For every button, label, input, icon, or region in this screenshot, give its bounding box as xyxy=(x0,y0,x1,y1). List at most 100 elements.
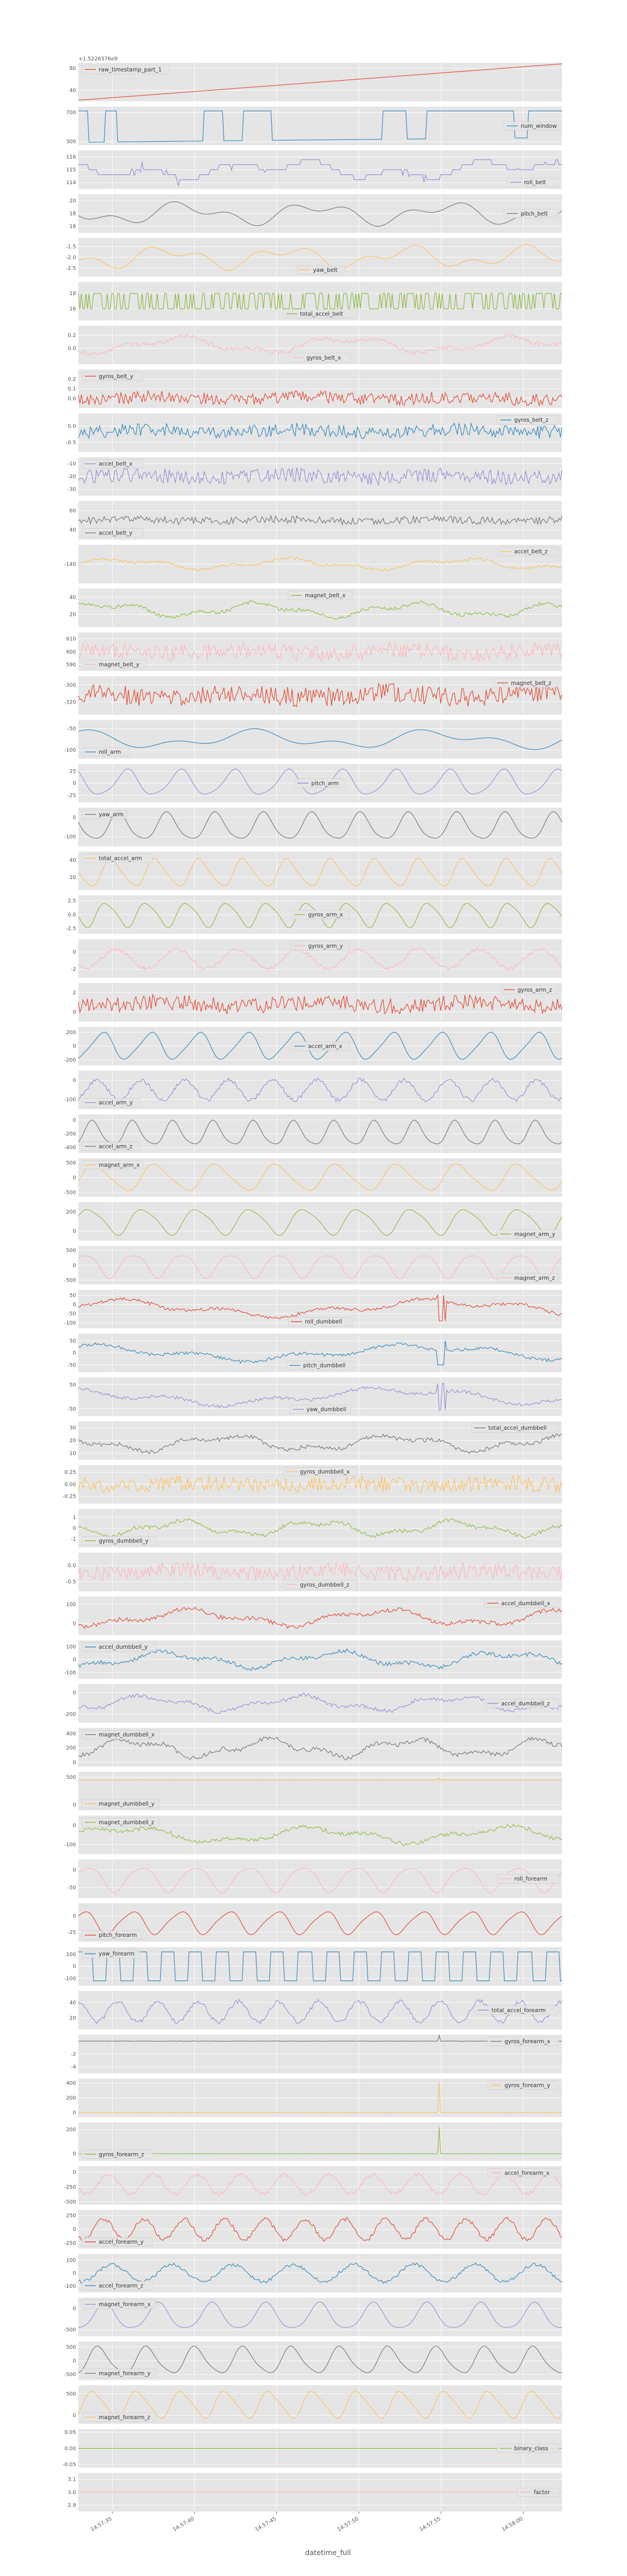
legend-total_accel_forearm: total_accel_forearm xyxy=(474,2005,559,2015)
legend-label: gyros_dumbbell_z xyxy=(300,1582,349,1588)
subplot-pitch_arm: 25 0 -25 pitch_arm xyxy=(67,763,563,803)
legend-box xyxy=(81,528,143,538)
series-line-accel_dumbbell_y xyxy=(78,1648,563,1671)
subplot-binary_class: 0.05 0.00 -0.05 binary_class xyxy=(63,2429,562,2468)
y-tick-label: -2 xyxy=(71,2052,76,2058)
series-line-gyros_dumbbell_z xyxy=(78,1562,563,1583)
series-line-total_accel_belt xyxy=(78,293,562,310)
y-tick-label: 2 xyxy=(73,991,76,996)
legend-label: magnet_arm_z xyxy=(514,1275,555,1282)
legend-box xyxy=(517,2487,559,2497)
legend-label: gyros_arm_z xyxy=(517,987,552,993)
legend-label: yaw_dumbbell xyxy=(307,1407,346,1413)
subplot-total_accel_arm: 40 20 total_accel_arm xyxy=(70,851,563,891)
legend-pitch_forearm: pitch_forearm xyxy=(81,1931,147,1940)
legend-box xyxy=(487,2168,559,2177)
legend-label: accel_forearm_x xyxy=(505,2170,550,2176)
y-tick-label: 0.00 xyxy=(64,1482,76,1488)
subplot-pitch_forearm: 0 -25 pitch_forearm xyxy=(67,1903,563,1942)
y-tick-label: -400 xyxy=(64,1145,77,1151)
subplot-magnet_forearm_z: 500 0 magnet_forearm_z xyxy=(66,2385,563,2424)
y-tick-label: 0 xyxy=(73,1078,76,1084)
y-tick-label: 0 xyxy=(73,1868,76,1874)
plot-area-magnet_arm_y xyxy=(78,1202,562,1241)
subplot-accel_dumbbell_y: 100 0 -100 accel_dumbbell_y xyxy=(64,1640,563,1679)
y-tick-label: 0 xyxy=(73,1621,76,1627)
legend-accel_dumbbell_z: accel_dumbbell_z xyxy=(484,1699,559,1708)
legend-pitch_arm: pitch_arm xyxy=(294,778,346,788)
y-tick-label: 0 xyxy=(73,1760,76,1766)
legend-label: magnet_belt_z xyxy=(511,680,551,687)
legend-box xyxy=(497,1273,559,1283)
y-tick-label: 300 xyxy=(66,139,76,145)
y-tick-label: 40 xyxy=(70,88,77,94)
legend-label: accel_belt_z xyxy=(514,549,547,555)
legend-label: pitch_arm xyxy=(311,780,338,787)
y-tick-label: 114 xyxy=(66,180,76,186)
legend-magnet_dumbbell_y: magnet_dumbbell_y xyxy=(81,1799,160,1809)
y-tick-label: 0.0 xyxy=(68,424,77,430)
y-tick-label: 500 xyxy=(66,1248,76,1254)
subplot-gyros_forearm_y: 400 200 0 gyros_forearm_y xyxy=(66,2078,563,2118)
y-tick-label: -50 xyxy=(67,1311,76,1317)
y-tick-label: -25 xyxy=(67,1930,76,1936)
y-tick-label: -0.5 xyxy=(66,1579,76,1585)
legend-box xyxy=(487,2080,559,2090)
legend-label: magnet_dumbbell_y xyxy=(99,1801,155,1807)
y-tick-label: 0.25 xyxy=(64,1470,76,1476)
y-tick-label: 0.0 xyxy=(68,396,77,402)
subplot-gyros_arm_z: 2 0 gyros_arm_z xyxy=(73,983,563,1022)
subplot-total_accel_dumbbell: 30 20 10 total_accel_dumbbell xyxy=(70,1421,563,1460)
legend-box xyxy=(81,2150,153,2159)
y-tick-label: 40 xyxy=(70,858,77,863)
legend-roll_forearm: roll_forearm xyxy=(497,1874,559,1883)
y-tick-label: 25 xyxy=(70,769,76,774)
legend-box xyxy=(294,778,346,788)
y-tick-label: -50 xyxy=(67,726,76,732)
subplot-pitch_dumbbell: 50 0 -50 pitch_dumbbell xyxy=(67,1333,562,1372)
y-tick-label: 400 xyxy=(66,1731,76,1737)
subplot-roll_dumbbell: 50 0 -50 -100 roll_dumbbell xyxy=(64,1290,563,1329)
subplot-yaw_dumbbell: 50 -50 yaw_dumbbell xyxy=(67,1377,563,1416)
y-tick-label: -0.05 xyxy=(63,2462,76,2468)
legend-box xyxy=(287,590,353,600)
y-tick-label: -1 xyxy=(71,1537,76,1542)
y-tick-label: -300 xyxy=(64,683,77,688)
legend-box xyxy=(81,1097,140,1107)
subplot-accel_dumbbell_z: 0 -200 accel_dumbbell_z xyxy=(64,1684,563,1723)
series-line-magnet_dumbbell_x xyxy=(78,1736,563,1760)
subplot-yaw_forearm: 100 0 -100 yaw_forearm xyxy=(64,1947,562,1986)
subplot-accel_forearm_z: 100 0 -100 accel_forearm_z xyxy=(64,2254,563,2292)
plot-area-num_window xyxy=(78,106,562,145)
y-tick-label: 0 xyxy=(73,1803,76,1809)
legend-label: total_accel_belt xyxy=(300,311,343,317)
legend-box xyxy=(291,1041,349,1051)
series-line-gyros_belt_x xyxy=(78,333,563,356)
legend-box xyxy=(81,1642,156,1652)
subplot-accel_arm_z: 0 -200 -400 accel_arm_z xyxy=(64,1114,563,1153)
legend-label: gyros_arm_y xyxy=(308,943,343,949)
y-tick-label: -0.25 xyxy=(63,1494,76,1500)
legend-box xyxy=(81,2369,156,2378)
plot-area-pitch_forearm xyxy=(78,1903,562,1942)
subplot-gyros_dumbbell_y: 1 0 -1 gyros_dumbbell_y xyxy=(71,1509,563,1548)
series-line-roll_forearm xyxy=(78,1868,563,1893)
legend-label: pitch_dumbbell xyxy=(303,1363,345,1369)
legend-label: pitch_belt xyxy=(521,211,548,217)
subplot-raw_timestamp_part_1: 80 40 raw_timestamp_part_1 xyxy=(70,63,563,102)
y-tick-label: 100 xyxy=(66,1602,76,1608)
y-tick-label: -4 xyxy=(71,2065,76,2071)
subplot-pitch_belt: 20 18 16 pitch_belt xyxy=(70,194,563,233)
subplot-total_accel_forearm: 40 20 total_accel_forearm xyxy=(70,1990,563,2030)
legend-gyros_belt_x: gyros_belt_x xyxy=(289,353,351,363)
subplot-factor: 3.1 3.0 2.9 factor xyxy=(68,2473,562,2512)
y-tick-label: -50 xyxy=(67,1885,76,1891)
legend-label: magnet_forearm_y xyxy=(99,2371,151,2377)
legend-label: total_accel_arm xyxy=(99,856,142,862)
y-tick-label: -2 xyxy=(71,967,76,973)
legend-box xyxy=(81,659,147,669)
subplot-roll_arm: -50 -100 roll_arm xyxy=(64,720,563,759)
y-tick-label: 3.1 xyxy=(68,2477,76,2483)
legend-magnet_dumbbell_z: magnet_dumbbell_z xyxy=(81,1817,160,1827)
legend-accel_belt_x: accel_belt_x xyxy=(81,459,143,469)
